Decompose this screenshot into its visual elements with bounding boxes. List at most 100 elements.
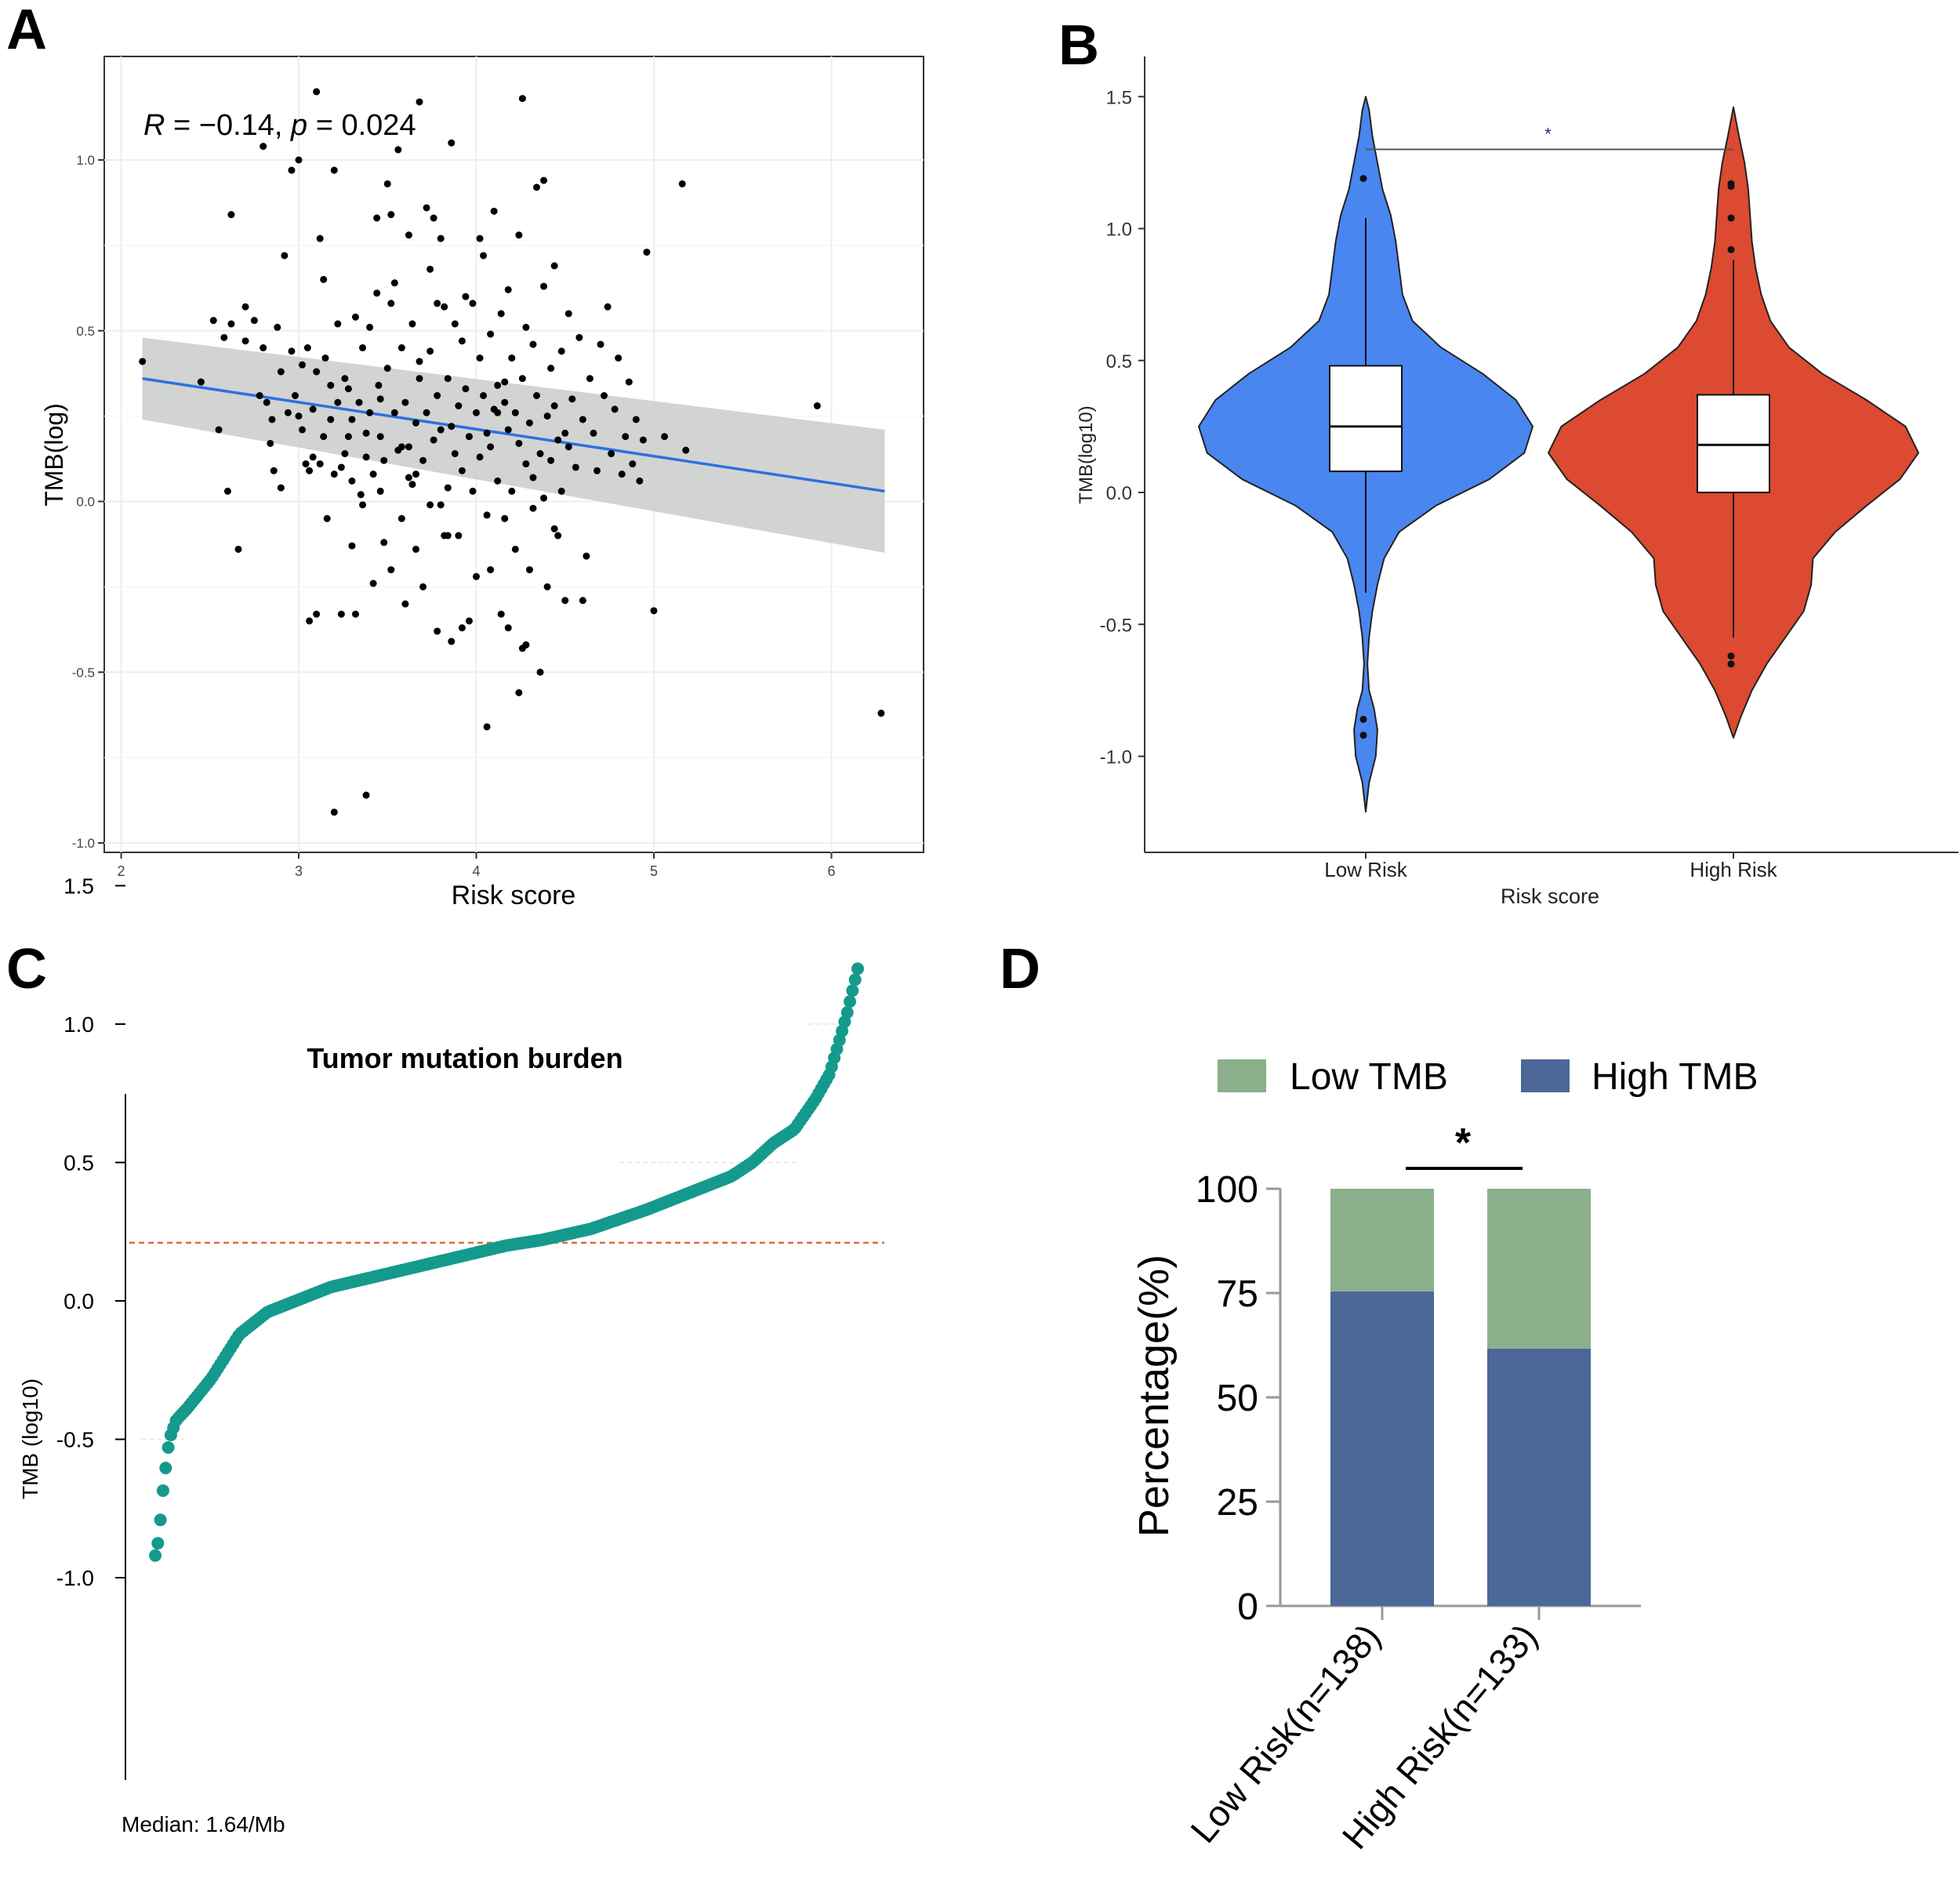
scatter-point [434,391,441,399]
scatter-point [220,333,228,341]
waterfall-point [848,973,862,986]
panel-a: A R = −0.14, p = 0.024 -1.0 -0.5 0.0 0.5 1.0… [6,0,924,910]
scatter-point [394,146,402,154]
box-outlier [1727,183,1735,191]
scatter-point [380,539,388,547]
scatter-point [383,180,391,187]
scatter-point [362,791,370,799]
d-y-tick-label: 0 [1237,1586,1258,1628]
scatter-point [268,416,276,423]
d-y-tick-label: 25 [1217,1482,1258,1524]
scatter-point [629,460,637,468]
scatter-point [412,419,419,427]
scatter-point [426,501,434,509]
scatter-point [625,378,633,386]
c-y-tick-label: -0.5 [56,1428,94,1452]
panel-c-title: Tumor mutation burden [307,1042,622,1074]
box-outlier [1359,175,1367,183]
scatter-point [299,426,307,434]
scatter-point [540,282,548,290]
scatter-point [334,398,342,406]
legend-low-tmb-swatch [1218,1059,1266,1092]
scatter-point [423,204,430,212]
scatter-point [487,330,495,338]
scatter-point [483,429,491,437]
scatter-point [362,429,370,437]
panel-a-x-ticks: 2 3 4 5 6 [117,852,836,879]
violins [1198,96,1919,813]
b-y-tick-label: 0.5 [1106,351,1132,372]
scatter-point [508,354,516,362]
scatter-point [639,436,647,444]
panel-c: C Tumor mutation burden -1.0 -0.5 0.0 0.5 1.… [6,874,884,1836]
scatter-point [575,333,583,341]
scatter-point [260,344,267,352]
scatter-point [476,453,484,461]
scatter-point [554,532,562,539]
scatter-point [650,607,658,615]
scatter-point [597,340,604,348]
scatter-point [632,416,640,423]
median-label: Median: 1.64/Mb [122,1812,285,1836]
scatter-point [441,303,448,311]
legend-high-tmb-swatch [1521,1059,1570,1092]
scatter-point [277,484,285,492]
a-x-tick-label: 5 [650,863,658,879]
scatter-point [348,416,356,423]
scatter-point [416,98,423,106]
scatter-point [487,443,495,451]
scatter-point [501,514,509,522]
box-outlier [1359,732,1367,739]
scatter-point [636,477,644,485]
scatter-point [197,378,205,386]
scatter-point [380,456,388,464]
scatter-point [455,532,463,539]
scatter-point [375,381,383,389]
x-tick-high-risk: High Risk [1690,858,1777,881]
scatter-point [682,446,690,454]
scatter-point [618,470,626,478]
scatter-point [241,303,249,311]
panel-b-significance: * [1366,125,1733,151]
scatter-point [309,453,317,461]
scatter-point [622,433,630,441]
scatter-point [529,504,537,512]
x-tick-low-risk: Low Risk [1324,858,1407,881]
scatter-point [557,347,565,355]
legend-high-tmb-label: High TMB [1592,1056,1759,1098]
box-outlier [1359,715,1367,723]
scatter-point [295,412,303,420]
scatter-point [564,443,572,451]
panel-d-significance-star: * [1455,1121,1472,1166]
a-y-tick-label: -0.5 [72,665,95,680]
scatter-point [405,231,412,239]
scatter-point [586,375,593,383]
a-x-tick-label: 4 [472,863,480,879]
scatter-point [426,347,434,355]
legend-low-tmb-label: Low TMB [1290,1056,1448,1098]
scatter-point [351,610,359,618]
scatter-point [511,409,519,416]
scatter-point [357,491,365,499]
scatter-point [813,402,821,410]
scatter-point [256,391,263,399]
scatter-point [448,139,456,147]
scatter-point [643,249,651,256]
scatter-point [511,545,519,553]
scatter-point [451,320,459,328]
scatter-point [337,463,345,471]
scatter-point [416,375,423,383]
scatter-point [426,265,434,273]
scatter-point [323,514,331,522]
waterfall-point [851,962,864,975]
c-y-tick-label: 1.5 [64,874,94,899]
d-y-tick-label: 100 [1196,1169,1258,1211]
scatter-point [341,450,349,458]
panel-c-gridlines [141,1023,855,1440]
panel-b: B * -1.0 -0.5 0.0 0.5 1.0 1.5 Low Risk High R… [1058,14,1958,908]
scatter-point [458,624,466,632]
scatter-point [525,566,533,574]
scatter-point [376,487,384,495]
scatter-point [306,467,314,474]
box-outlier [1727,660,1735,668]
